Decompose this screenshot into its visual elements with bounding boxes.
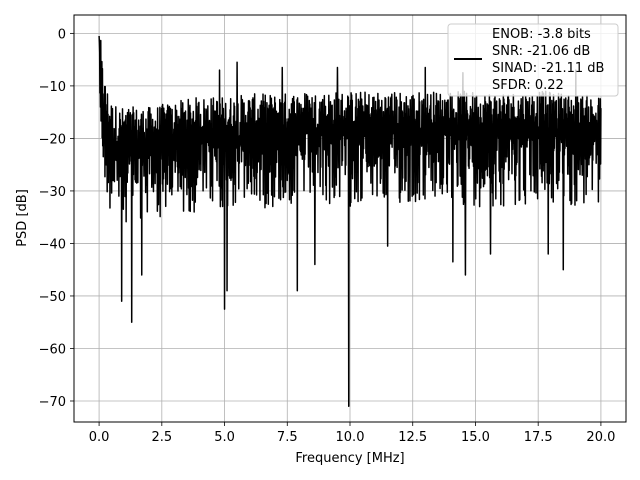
y-tick-label: −50 <box>39 290 66 305</box>
y-tick-label: −30 <box>39 185 66 200</box>
x-axis-label: Frequency [MHz] <box>295 451 404 466</box>
y-axis-label: PSD [dB] <box>15 189 30 247</box>
y-tick-label: −60 <box>39 342 66 357</box>
legend-box <box>447 23 619 97</box>
legend-enob: ENOB: -3.8 bits <box>492 27 591 42</box>
y-axis: 0 −10 −20 −30 −40 −50 −60 −70 <box>39 27 74 410</box>
y-tick-label: −10 <box>39 80 66 95</box>
x-tick-label: 5.0 <box>214 430 235 445</box>
x-tick-label: 7.5 <box>277 430 298 445</box>
x-tick-label: 0.0 <box>89 430 110 445</box>
x-tick-label: 17.5 <box>524 430 553 445</box>
legend-sinad: SINAD: -21.11 dB <box>492 61 604 76</box>
legend: ENOB: -3.8 bits SNR: -21.06 dB SINAD: -2… <box>447 23 619 97</box>
legend-snr: SNR: -21.06 dB <box>492 44 590 59</box>
x-axis: 0.0 2.5 5.0 7.5 10.0 12.5 15.0 17.5 20.0 <box>89 422 615 445</box>
x-tick-label: 2.5 <box>151 430 172 445</box>
psd-series-line <box>98 35 602 407</box>
legend-sfdr: SFDR: 0.22 <box>492 78 564 93</box>
series-layer <box>98 35 602 407</box>
x-tick-label: 20.0 <box>586 430 615 445</box>
x-tick-label: 10.0 <box>336 430 365 445</box>
x-tick-label: 15.0 <box>461 430 490 445</box>
x-tick-label: 12.5 <box>398 430 427 445</box>
y-tick-label: −70 <box>39 395 66 410</box>
y-tick-label: −40 <box>39 237 66 252</box>
y-tick-label: −20 <box>39 132 66 147</box>
y-tick-label: 0 <box>58 27 66 42</box>
